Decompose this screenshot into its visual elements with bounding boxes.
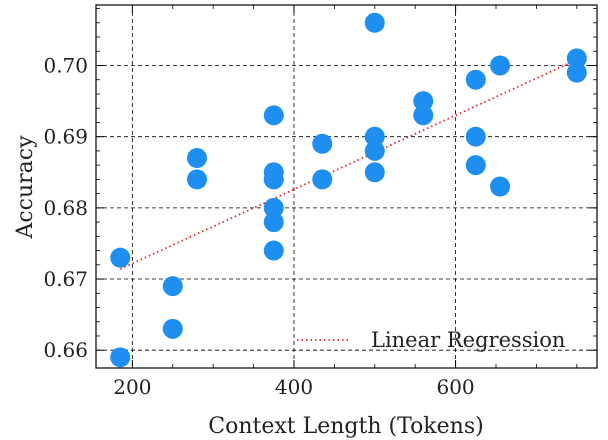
- grid-lines: [96, 5, 597, 368]
- plot-frame: [95, 4, 598, 369]
- scatter-point: [490, 176, 511, 197]
- scatter-point: [364, 140, 385, 161]
- scatter-point: [465, 69, 486, 90]
- regression-line-group: [119, 58, 578, 270]
- scatter-point: [162, 276, 183, 297]
- scatter-point: [312, 133, 333, 154]
- scatter-point: [263, 240, 284, 261]
- regression-line: [119, 58, 578, 270]
- axis-ticks: [96, 5, 597, 368]
- scatter-point: [187, 148, 208, 169]
- x-tick-label: 200: [113, 375, 151, 399]
- legend-label-linear-regression: Linear Regression: [371, 328, 565, 352]
- scatter-point: [110, 347, 131, 368]
- scatter-point: [110, 247, 131, 268]
- scatter-point: [566, 48, 587, 69]
- x-tick-label: 600: [436, 375, 474, 399]
- scatter-point: [465, 126, 486, 147]
- scatter-point: [465, 155, 486, 176]
- scatter-point: [263, 105, 284, 126]
- scatter-point: [162, 318, 183, 339]
- scatter-point: [364, 126, 385, 147]
- y-axis-label: Accuracy: [13, 135, 38, 240]
- legend: Linear Regression: [297, 328, 565, 352]
- scatter-point: [413, 91, 434, 112]
- scatter-point: [364, 162, 385, 183]
- y-tick-label: 0.69: [43, 125, 88, 149]
- scatter-point: [364, 12, 385, 33]
- y-tick-labels: 0.66 0.67 0.68 0.69 0.70: [43, 54, 88, 363]
- scatter-point: [187, 169, 208, 190]
- scatter-point: [312, 169, 333, 190]
- y-tick-label: 0.70: [43, 54, 88, 78]
- scatter-point: [263, 212, 284, 233]
- data-points: [110, 12, 587, 368]
- scatter-point: [490, 55, 511, 76]
- x-tick-label: 400: [275, 375, 313, 399]
- y-tick-label: 0.68: [43, 196, 88, 220]
- y-tick-label: 0.66: [43, 338, 88, 362]
- y-tick-label: 0.67: [43, 267, 88, 291]
- scatter-point: [413, 105, 434, 126]
- scatter-point: [566, 62, 587, 83]
- scatter-point: [263, 169, 284, 190]
- plot-background: [96, 5, 597, 368]
- x-axis-label: Context Length (Tokens): [208, 414, 483, 439]
- scatter-point: [263, 197, 284, 218]
- x-tick-labels: 200 400 600: [113, 375, 474, 399]
